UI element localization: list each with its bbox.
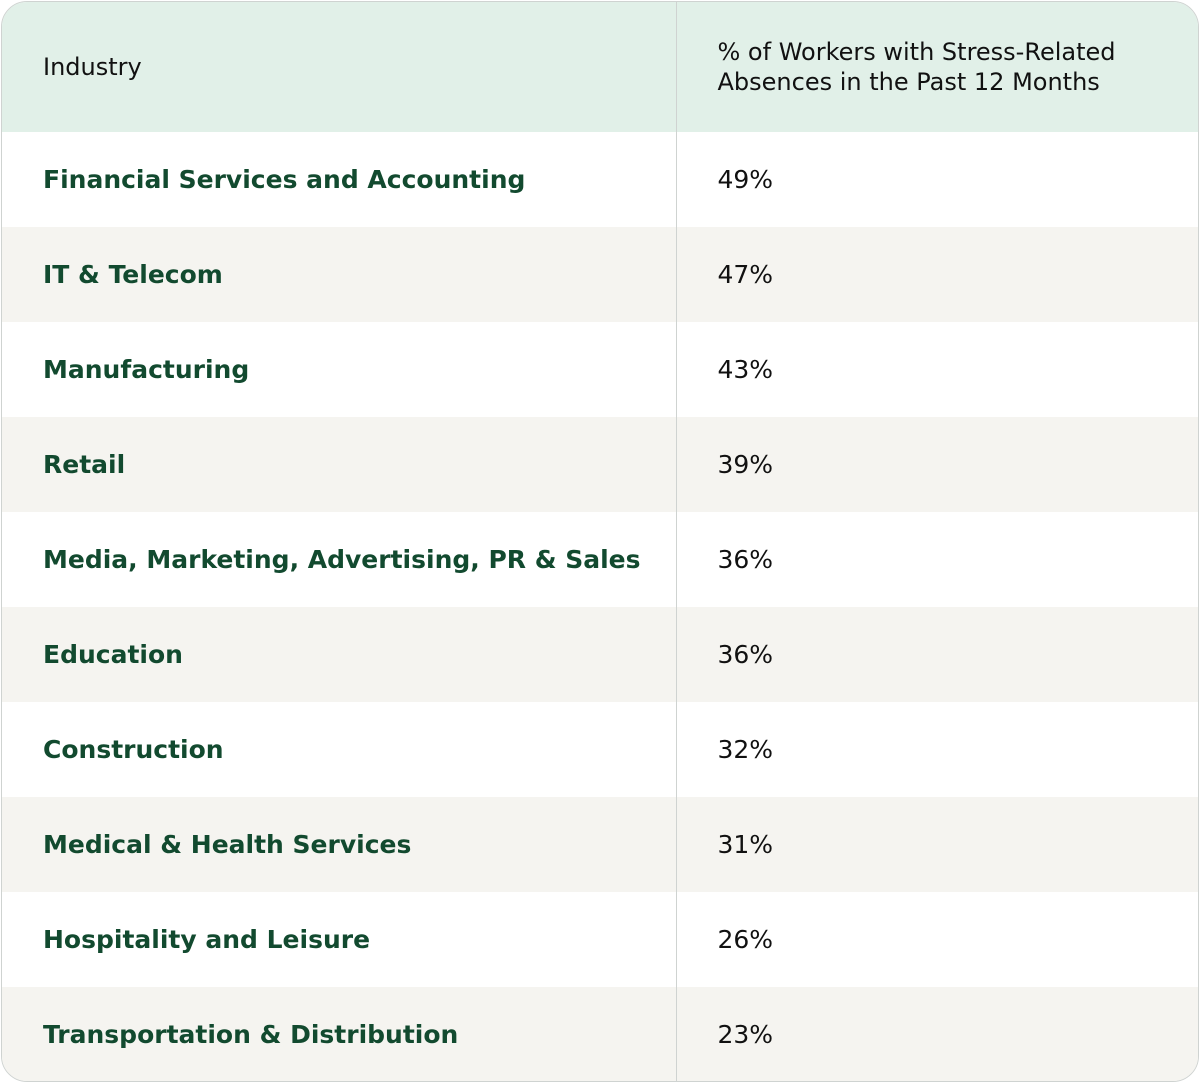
value-cell: 23%: [675, 987, 1198, 1081]
value-cell: 43%: [675, 322, 1198, 417]
industry-cell: Manufacturing: [43, 355, 250, 384]
value-cell: 32%: [675, 702, 1198, 797]
row: Hospitality and Leisure 26%: [2, 892, 1198, 987]
value-cell: 26%: [675, 892, 1198, 987]
header-cell: Industry: [2, 2, 676, 132]
row: Financial Services and Accounting 49%: [2, 132, 1198, 227]
row: Medical & Health Services 31%: [2, 797, 1198, 892]
row: Manufacturing 43%: [2, 322, 1198, 417]
value-cell: 47%: [675, 227, 1198, 322]
row: Media, Marketing, Advertising, PR & Sale…: [2, 512, 1198, 607]
industry-cell: Financial Services and Accounting: [43, 165, 526, 194]
row: Retail 39%: [2, 417, 1198, 512]
industry-cell: Hospitality and Leisure: [43, 925, 371, 954]
value-cell: 36%: [675, 607, 1198, 702]
row: IT & Telecom 47%: [2, 227, 1198, 322]
value-cell: 31%: [675, 797, 1198, 892]
value-cell: 36%: [675, 512, 1198, 607]
industry-cell: Transportation & Distribution: [2, 987, 676, 1081]
industry-cell: Retail: [2, 417, 676, 512]
value-cell: 49%: [675, 132, 1198, 227]
header-cell: % of Workers with Stress-Related Absence…: [675, 2, 1198, 132]
row: Construction 32%: [2, 702, 1198, 797]
value-cell: 39%: [675, 417, 1198, 512]
header-row: Industry% of Workers with Stress-Related…: [2, 2, 1198, 132]
row: Transportation & Distribution 23%: [2, 987, 1198, 1081]
industry-cell: Medical & Health Services: [2, 797, 676, 892]
industry-cell: Education: [2, 607, 676, 702]
row: Education 36%: [2, 607, 1198, 702]
industry-cell: IT & Telecom: [2, 227, 676, 322]
industry-cell: Media, Marketing, Advertising, PR & Sale…: [43, 545, 641, 574]
industry-cell: Construction: [43, 735, 224, 764]
